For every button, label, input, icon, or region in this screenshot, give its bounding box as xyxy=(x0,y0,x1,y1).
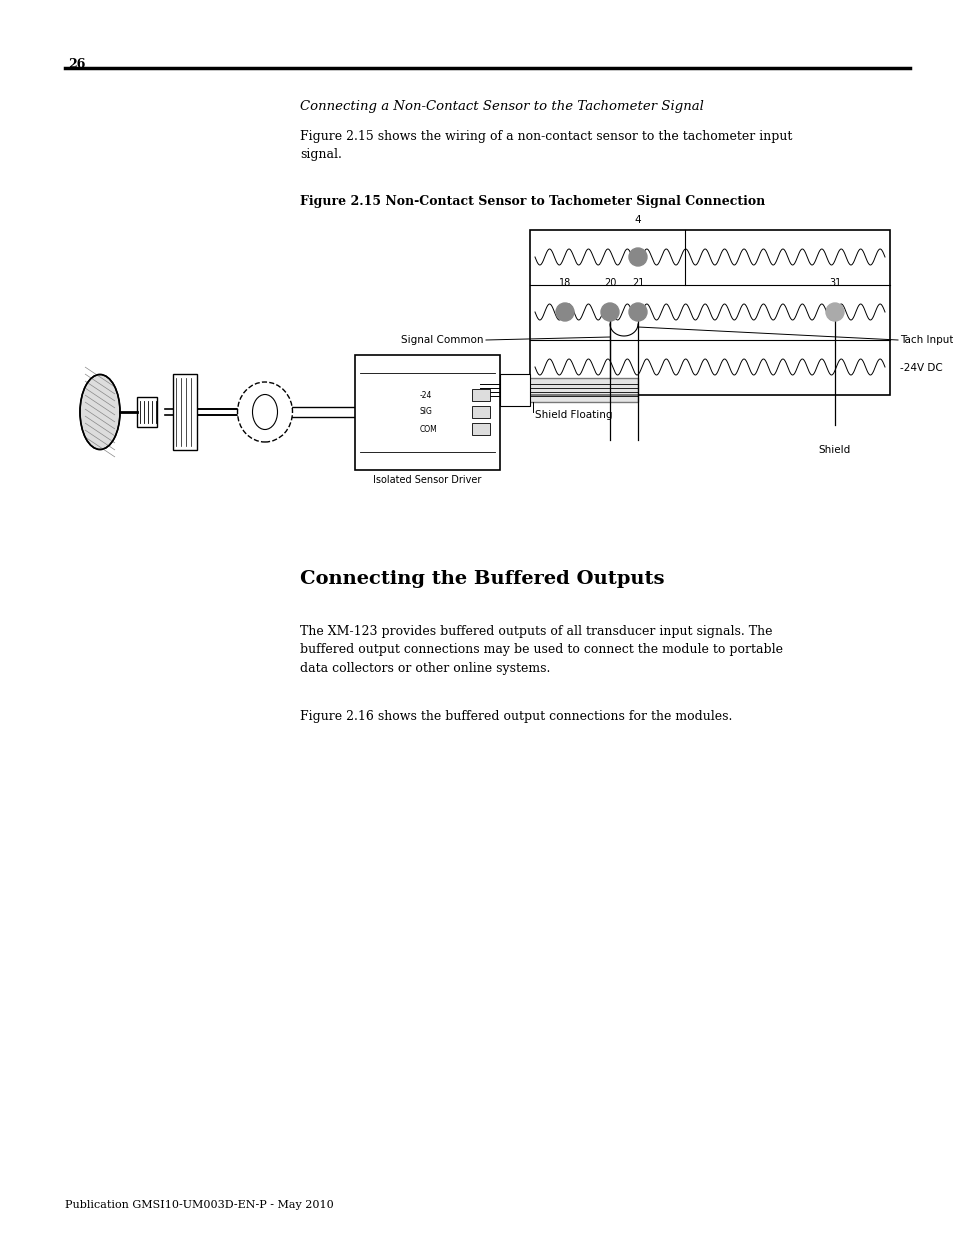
Text: Connecting the Buffered Outputs: Connecting the Buffered Outputs xyxy=(299,571,664,588)
Text: Figure 2.16 shows the buffered output connections for the modules.: Figure 2.16 shows the buffered output co… xyxy=(299,710,732,722)
Text: 26: 26 xyxy=(68,58,85,70)
Circle shape xyxy=(600,303,618,321)
Text: Shield Floating: Shield Floating xyxy=(535,410,612,420)
Bar xyxy=(472,406,490,417)
Circle shape xyxy=(628,303,646,321)
Text: 18: 18 xyxy=(558,278,571,288)
Text: -24V DC: -24V DC xyxy=(899,363,942,373)
Text: 20: 20 xyxy=(603,278,616,288)
Text: Shield: Shield xyxy=(818,445,850,454)
Text: Connecting a Non-Contact Sensor to the Tachometer Signal: Connecting a Non-Contact Sensor to the T… xyxy=(299,100,703,112)
Text: Isolated Sensor Driver: Isolated Sensor Driver xyxy=(373,475,480,485)
Bar xyxy=(137,396,157,427)
Text: COM: COM xyxy=(419,425,437,433)
Text: SIG: SIG xyxy=(419,408,433,416)
Bar xyxy=(530,230,889,395)
Text: -24: -24 xyxy=(419,390,432,399)
Text: Figure 2.15 Non-Contact Sensor to Tachometer Signal Connection: Figure 2.15 Non-Contact Sensor to Tachom… xyxy=(299,195,764,207)
Text: Signal Common: Signal Common xyxy=(401,335,483,345)
Text: 4: 4 xyxy=(634,215,640,225)
Ellipse shape xyxy=(253,394,277,430)
Bar xyxy=(472,424,490,435)
Bar xyxy=(479,378,638,403)
Text: The XM-123 provides buffered outputs of all transducer input signals. The
buffer: The XM-123 provides buffered outputs of … xyxy=(299,625,782,676)
Ellipse shape xyxy=(80,374,120,450)
Ellipse shape xyxy=(237,382,293,442)
Bar xyxy=(472,389,490,401)
Text: Figure 2.15 shows the wiring of a non-contact sensor to the tachometer input
sig: Figure 2.15 shows the wiring of a non-co… xyxy=(299,130,792,161)
Text: Tach Input Signal: Tach Input Signal xyxy=(899,335,953,345)
Text: Publication GMSI10-UM003D-EN-P - May 2010: Publication GMSI10-UM003D-EN-P - May 201… xyxy=(65,1200,334,1210)
Circle shape xyxy=(825,303,843,321)
Bar xyxy=(499,374,530,406)
Circle shape xyxy=(628,248,646,266)
Text: 31: 31 xyxy=(828,278,841,288)
Bar xyxy=(172,374,196,450)
Bar xyxy=(355,354,499,471)
Circle shape xyxy=(556,303,574,321)
Text: 21: 21 xyxy=(631,278,643,288)
